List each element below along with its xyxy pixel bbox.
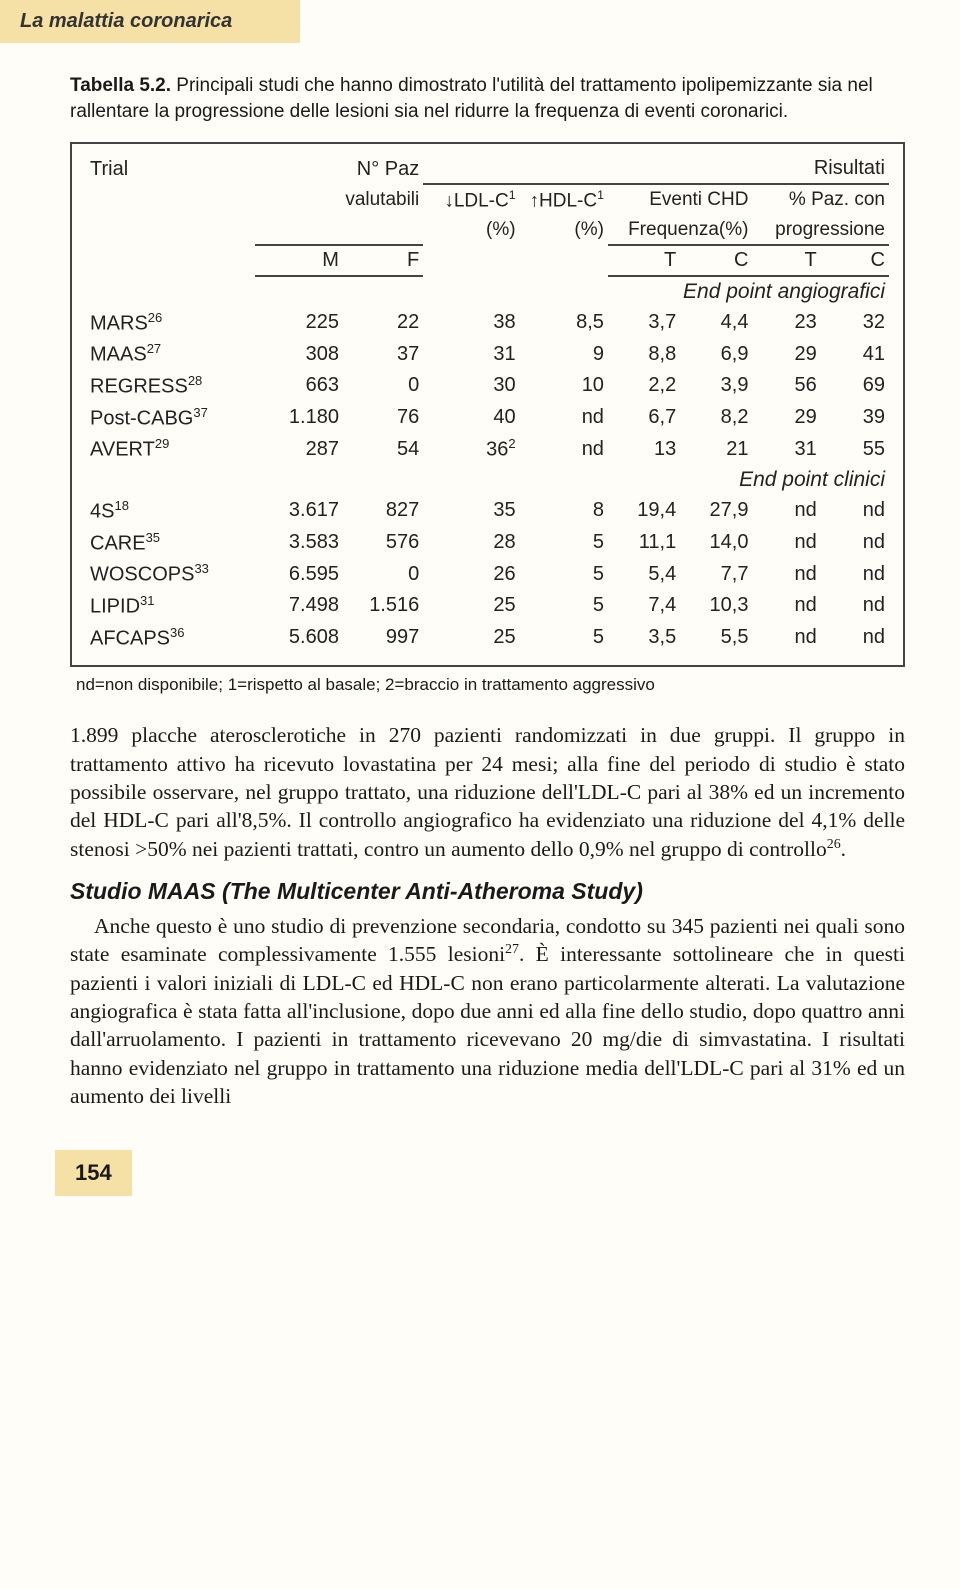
th-t2: T [752, 245, 820, 276]
table-container: Trial N° Paz Risultati valutabili ↓LDL-C… [70, 142, 905, 667]
th-valutabili: valutabili [255, 184, 424, 215]
paragraph-1: 1.899 placche aterosclerotiche in 270 pa… [70, 721, 905, 863]
trial-name: AFCAPS36 [86, 622, 255, 654]
trial-name: REGRESS28 [86, 370, 255, 402]
th-f: F [343, 245, 423, 276]
page-content: Tabella 5.2. Principali studi che hanno … [0, 43, 960, 1236]
th-freq: Frequenza(%) [608, 216, 753, 245]
chapter-title-band: La malattia coronarica [0, 0, 300, 43]
study-table: Trial N° Paz Risultati valutabili ↓LDL-C… [86, 154, 889, 653]
table-row: REGRESS28663030102,23,95669 [86, 370, 889, 402]
section-angiografici: End point angiografici [86, 276, 889, 307]
trial-name: WOSCOPS33 [86, 558, 255, 590]
subheading-maas: Studio MAAS (The Multicenter Anti-Athero… [70, 877, 905, 906]
th-npaz: N° Paz [255, 154, 424, 184]
th-eventi: Eventi CHD [608, 184, 753, 215]
table-row: LIPID317.4981.5162557,410,3ndnd [86, 590, 889, 622]
th-hdlc: ↑HDL-C1 [520, 184, 608, 215]
table-footnote: nd=non disponibile; 1=rispetto al basale… [76, 675, 905, 695]
th-m: M [255, 245, 343, 276]
table-row: WOSCOPS336.59502655,47,7ndnd [86, 558, 889, 590]
table-row: MAAS27308373198,86,92941 [86, 338, 889, 370]
trial-name: 4S18 [86, 495, 255, 527]
page-number: 154 [55, 1150, 132, 1196]
caption-rest: Principali studi che hanno dimostrato l'… [70, 75, 873, 122]
table-row: AVERT2928754362nd13213155 [86, 433, 889, 465]
th-risultati: Risultati [423, 154, 889, 184]
trial-name: MAAS27 [86, 338, 255, 370]
table-row: Post-CABG371.1807640nd6,78,22939 [86, 402, 889, 434]
chapter-title: La malattia coronarica [20, 10, 232, 32]
table-row: CARE353.58357628511,114,0ndnd [86, 527, 889, 559]
trial-name: LIPID31 [86, 590, 255, 622]
body-text: 1.899 placche aterosclerotiche in 270 pa… [70, 721, 905, 1110]
trial-name: CARE35 [86, 527, 255, 559]
th-trial: Trial [86, 154, 255, 184]
th-paz: % Paz. con [752, 184, 889, 215]
th-pct2: (%) [520, 216, 608, 245]
table-row: AFCAPS365.6089972553,55,5ndnd [86, 622, 889, 654]
table-row: MARS2622522388,53,74,42332 [86, 307, 889, 339]
th-prog: progressione [752, 216, 889, 245]
th-c1: C [680, 245, 752, 276]
table-row: 4S183.61782735819,427,9ndnd [86, 495, 889, 527]
th-pct1: (%) [423, 216, 519, 245]
section-clinici: End point clinici [86, 465, 889, 495]
table-caption: Tabella 5.2. Principali studi che hanno … [70, 73, 905, 124]
th-ldlc: ↓LDL-C1 [423, 184, 519, 215]
trial-name: AVERT29 [86, 433, 255, 465]
trial-name: Post-CABG37 [86, 402, 255, 434]
trial-name: MARS26 [86, 307, 255, 339]
caption-lead: Tabella 5.2. [70, 75, 171, 96]
paragraph-2: Anche questo è uno studio di prevenzione… [70, 912, 905, 1111]
th-t1: T [608, 245, 680, 276]
th-c2: C [821, 245, 889, 276]
